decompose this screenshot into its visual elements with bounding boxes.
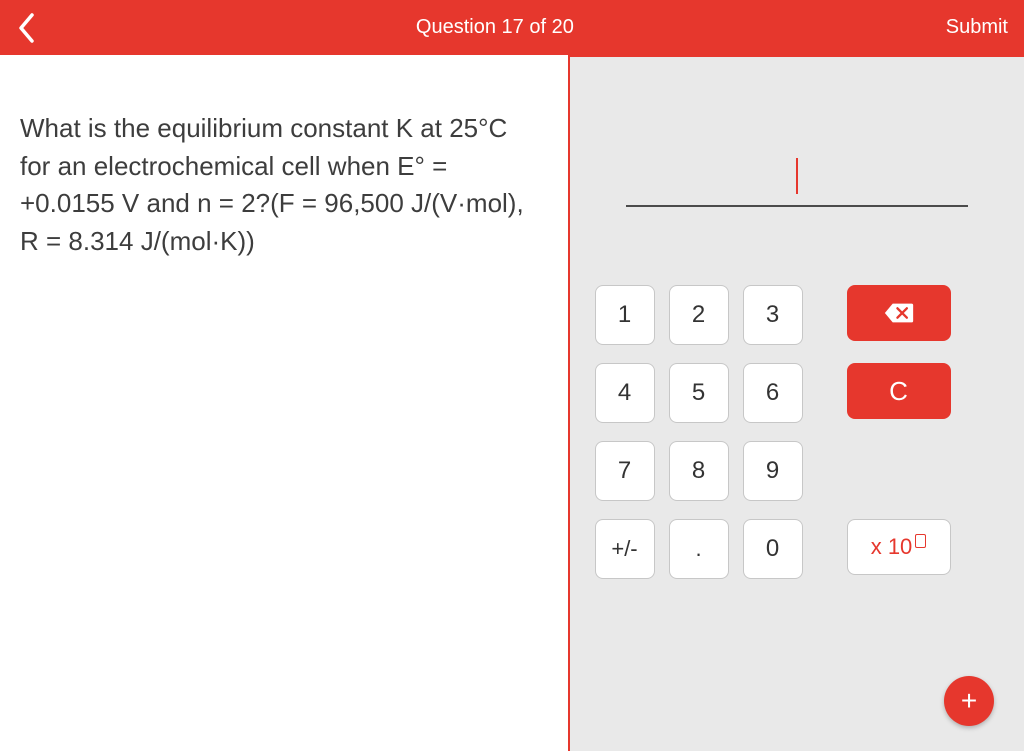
question-counter: Question 17 of 20	[416, 16, 574, 39]
key-3[interactable]: 3	[743, 285, 803, 345]
chevron-left-icon	[18, 13, 36, 43]
sci-label: x 10	[871, 534, 913, 560]
key-decimal[interactable]: .	[669, 519, 729, 579]
key-sci-notation[interactable]: x 10	[847, 519, 951, 575]
key-0[interactable]: 0	[743, 519, 803, 579]
key-1[interactable]: 1	[595, 285, 655, 345]
key-7[interactable]: 7	[595, 441, 655, 501]
question-panel: What is the equilibrium constant K at 25…	[0, 55, 570, 751]
key-plus-minus[interactable]: +/-	[595, 519, 655, 579]
clear-button[interactable]: C	[847, 363, 951, 419]
keypad: 1 2 3 4 5 6 C 7 8 9	[595, 285, 1000, 579]
backspace-button[interactable]	[847, 285, 951, 341]
answer-input[interactable]	[626, 147, 968, 207]
question-text: What is the equilibrium constant K at 25…	[20, 110, 538, 261]
key-8[interactable]: 8	[669, 441, 729, 501]
plus-icon: +	[961, 685, 977, 717]
exponent-box-icon	[915, 534, 926, 548]
submit-button[interactable]: Submit	[946, 16, 1008, 39]
input-cursor	[796, 158, 798, 194]
header: Question 17 of 20 Submit	[0, 0, 1024, 55]
back-button[interactable]	[10, 11, 44, 45]
answer-panel: 1 2 3 4 5 6 C 7 8 9	[570, 55, 1024, 751]
key-4[interactable]: 4	[595, 363, 655, 423]
key-9[interactable]: 9	[743, 441, 803, 501]
key-6[interactable]: 6	[743, 363, 803, 423]
add-fab-button[interactable]: +	[944, 676, 994, 726]
key-2[interactable]: 2	[669, 285, 729, 345]
backspace-icon	[883, 302, 915, 324]
key-5[interactable]: 5	[669, 363, 729, 423]
